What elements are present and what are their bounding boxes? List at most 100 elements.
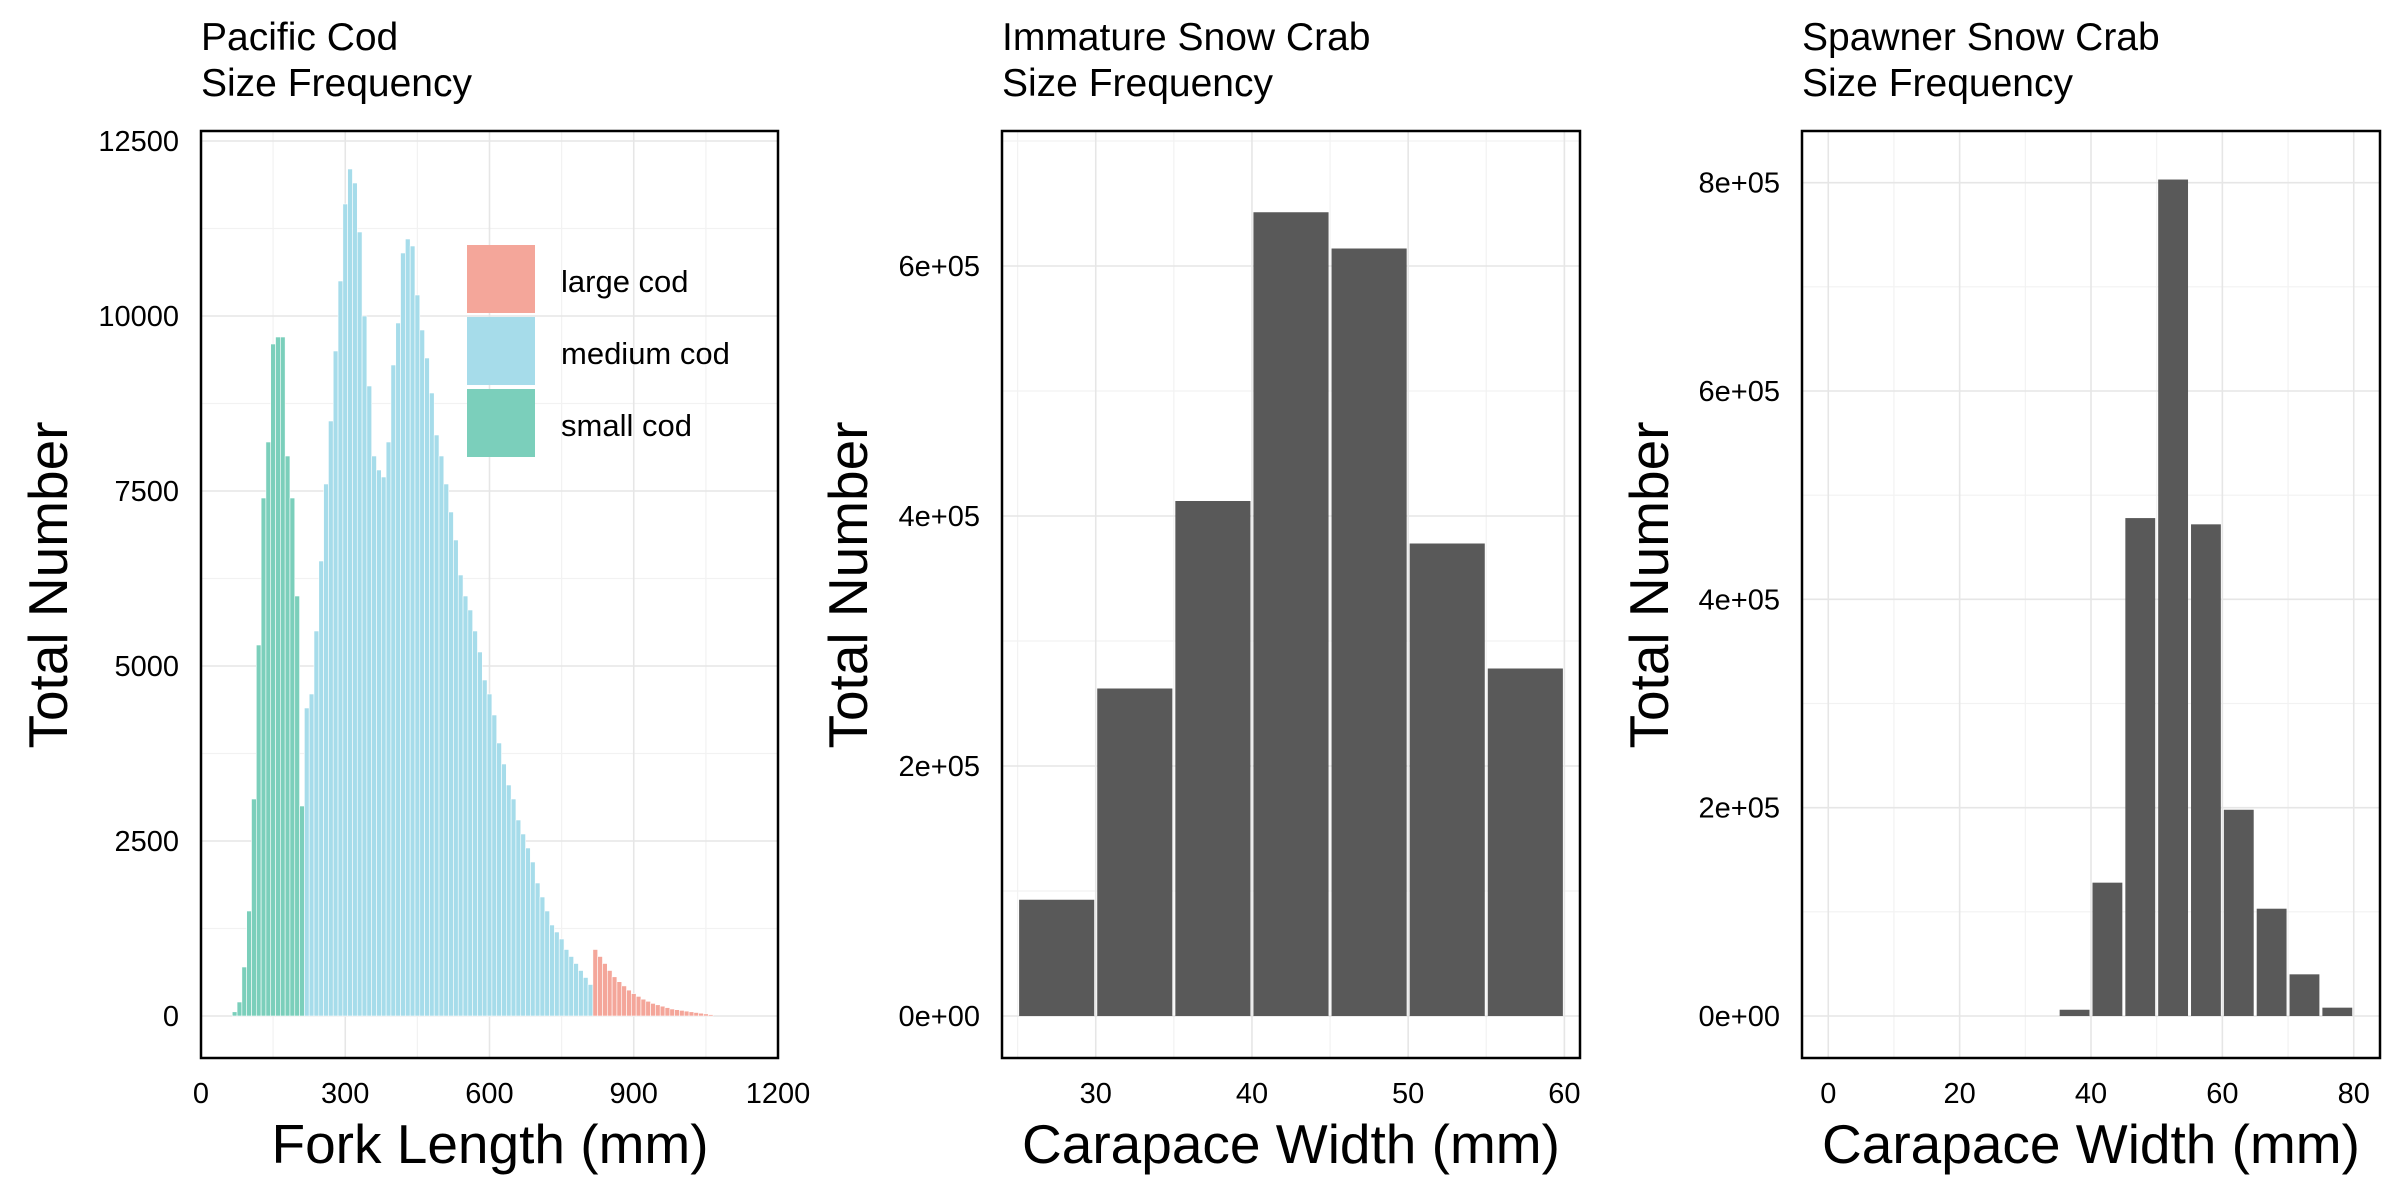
bar-large-cod — [688, 1011, 695, 1017]
bar-large-cod — [693, 1012, 699, 1017]
bar-medium-cod — [356, 231, 363, 1017]
bar-medium-cod — [443, 483, 449, 1017]
bar — [1487, 668, 1563, 1016]
plot-frame — [1800, 129, 2382, 1060]
bar-medium-cod — [395, 322, 401, 1017]
bar — [2223, 809, 2254, 1016]
bar-large-cod — [597, 956, 603, 1017]
x-axis-label: Carapace Width (mm) — [1022, 1113, 1560, 1175]
bar-medium-cod — [405, 238, 411, 1017]
bar — [1331, 248, 1407, 1016]
bar-large-cod — [645, 1000, 651, 1017]
x-tick-label: 40 — [2075, 1078, 2107, 1110]
chart-title-line1: Pacific Cod — [201, 16, 398, 59]
bar-large-cod — [607, 970, 613, 1017]
x-axis-label: Carapace Width (mm) — [1822, 1113, 2360, 1175]
bar-medium-cod — [433, 434, 440, 1017]
bar-large-cod — [698, 1012, 704, 1017]
bar-medium-cod — [582, 977, 589, 1017]
bars — [1019, 212, 1563, 1016]
bar-medium-cod — [457, 574, 464, 1017]
bar-medium-cod — [414, 294, 421, 1017]
bar-small-cod — [251, 798, 257, 1017]
bar — [2158, 179, 2189, 1016]
bars — [2059, 179, 2353, 1016]
bar-medium-cod — [390, 364, 397, 1017]
bar-medium-cod — [554, 931, 560, 1017]
bar-medium-cod — [477, 651, 483, 1017]
bar-large-cod — [669, 1008, 675, 1017]
bar-medium-cod — [352, 182, 358, 1017]
legend: large cod medium cod small cod — [467, 245, 730, 457]
x-tick-label: 40 — [1236, 1078, 1268, 1110]
bar-medium-cod — [438, 455, 445, 1017]
bar-large-cod — [659, 1005, 666, 1017]
y-axis-label: Total Number — [17, 421, 79, 748]
y-tick-label: 2e+05 — [1699, 793, 1780, 825]
bar-medium-cod — [539, 896, 546, 1017]
bar — [2125, 518, 2156, 1016]
x-tick-label: 600 — [465, 1078, 513, 1110]
legend-label-small-cod: small cod — [561, 408, 692, 443]
bar-medium-cod — [573, 963, 579, 1017]
bar-medium-cod — [530, 861, 536, 1017]
bar-small-cod — [289, 497, 296, 1017]
bar-medium-cod — [332, 350, 339, 1017]
bar-medium-cod — [313, 630, 320, 1017]
bar — [2256, 908, 2287, 1016]
bar-medium-cod — [506, 784, 512, 1017]
bar-medium-cod — [481, 679, 488, 1017]
bar-medium-cod — [467, 609, 473, 1017]
bar — [1409, 543, 1485, 1016]
x-tick-label: 20 — [1944, 1078, 1976, 1110]
bar-medium-cod — [520, 833, 526, 1017]
bar-large-cod — [635, 996, 642, 1017]
bar-medium-cod — [409, 245, 416, 1017]
bar — [2191, 524, 2221, 1016]
bar-large-cod — [592, 949, 598, 1017]
bar-medium-cod — [318, 560, 324, 1017]
chart-title-line2: Size Frequency — [201, 62, 472, 105]
bar-medium-cod — [525, 847, 531, 1017]
bar-large-cod — [631, 993, 637, 1017]
bar — [1019, 899, 1095, 1016]
bar-small-cod — [275, 336, 281, 1017]
bar-small-cod — [231, 1011, 238, 1017]
panel-pacific-cod: Pacific Cod Size Frequency 0 300 600 900 120… — [17, 16, 810, 1175]
x-tick-label: 60 — [2206, 1078, 2238, 1110]
grid-lines — [1802, 131, 2380, 1058]
legend-swatch-large-cod — [467, 245, 535, 313]
y-tick-label: 5000 — [114, 651, 179, 683]
y-axis-label: Total Number — [1618, 421, 1680, 748]
y-tick-label: 2500 — [114, 826, 179, 858]
bar-medium-cod — [448, 511, 454, 1017]
x-tick-label: 1200 — [746, 1078, 811, 1110]
y-tick-label: 12500 — [98, 126, 179, 158]
x-tick-label: 80 — [2338, 1078, 2370, 1110]
bar-medium-cod — [486, 693, 493, 1017]
y-tick-label: 0e+00 — [899, 1001, 980, 1033]
bar-large-cod — [640, 998, 647, 1017]
bar-large-cod — [626, 989, 632, 1017]
bar-medium-cod — [424, 357, 430, 1017]
bar-medium-cod — [323, 483, 329, 1017]
bar-medium-cod — [578, 970, 584, 1017]
bar-medium-cod — [587, 984, 594, 1017]
bar-medium-cod — [534, 882, 541, 1017]
bar — [1253, 212, 1329, 1016]
bar-medium-cod — [453, 539, 459, 1017]
bar — [2289, 974, 2320, 1016]
x-tick-label: 900 — [610, 1078, 658, 1110]
bar-medium-cod — [304, 707, 310, 1017]
x-axis-label: Fork Length (mm) — [271, 1113, 708, 1175]
bar-medium-cod — [400, 252, 406, 1017]
bar-large-cod — [650, 1003, 656, 1017]
y-axis-label: Total Number — [817, 421, 879, 748]
bar-small-cod — [270, 343, 276, 1017]
x-tick-label: 60 — [1548, 1078, 1580, 1110]
bar-medium-cod — [558, 938, 565, 1017]
bar-medium-cod — [568, 956, 574, 1017]
bars — [231, 168, 714, 1017]
bar-large-cod — [703, 1013, 709, 1017]
